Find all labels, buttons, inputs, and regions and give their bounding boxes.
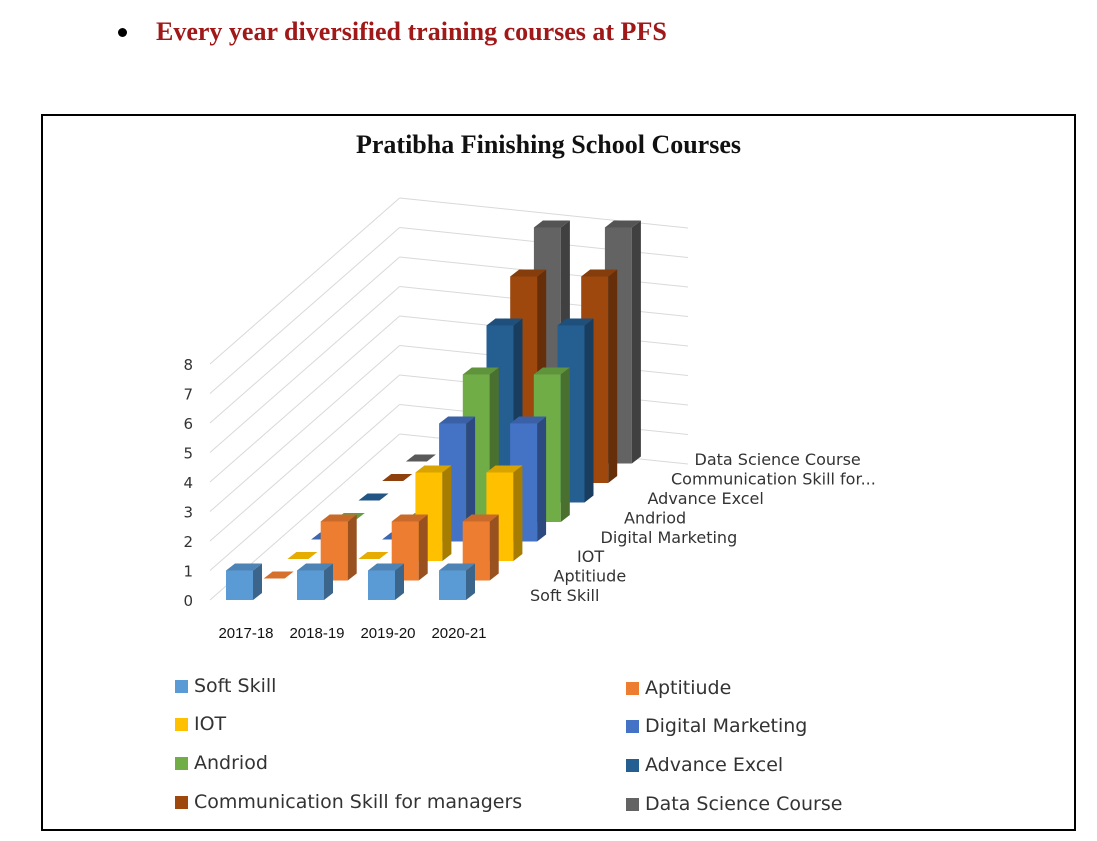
gridline-side xyxy=(209,345,400,512)
legend-swatch xyxy=(626,719,639,733)
legend-item: Soft Skill xyxy=(175,674,276,698)
bar-soft-skill-2020-21 xyxy=(439,563,475,600)
legend-label: Data Science Course xyxy=(645,793,843,815)
y-tick-label: 3 xyxy=(183,504,193,522)
bar-iot-2018-19 xyxy=(358,552,389,559)
bullet-dot xyxy=(118,27,127,37)
bar-advance-excel-2017-18 xyxy=(358,493,389,501)
gridline-side xyxy=(209,256,400,424)
bullet-heading: Every year diversified training courses … xyxy=(156,17,667,46)
depth-label: Andriod xyxy=(624,508,686,527)
depth-label: Communication Skill for... xyxy=(671,470,876,489)
bar-iot-2017-18 xyxy=(287,552,318,559)
legend-swatch xyxy=(626,758,639,772)
x-tick-label: 2020-21 xyxy=(431,625,486,642)
legend-label: Advance Excel xyxy=(645,754,784,776)
bar-communication-skill-for-managers-2020-21 xyxy=(581,269,618,483)
y-tick-label: 5 xyxy=(183,445,193,463)
legend-swatch xyxy=(175,756,188,770)
legend-label: Digital Marketing xyxy=(645,715,808,737)
legend-label: Communication Skill for managers xyxy=(194,791,523,813)
gridline-side xyxy=(209,227,400,394)
bar-aptitiude-2017-18 xyxy=(263,571,294,579)
gridline-side xyxy=(209,404,400,571)
bullet-line: Every year diversified training courses … xyxy=(118,12,667,52)
y-tick-label: 8 xyxy=(183,356,193,374)
legend-item: IOT xyxy=(175,712,226,736)
legend-item: Digital Marketing xyxy=(626,714,807,738)
depth-label: Advance Excel xyxy=(648,489,764,508)
legend-label: Soft Skill xyxy=(194,675,277,697)
gridline-side xyxy=(209,315,400,483)
depth-label: Data Science Course xyxy=(695,450,861,469)
chart-title: Pratibha Finishing School Courses xyxy=(355,130,741,159)
legend-swatch xyxy=(175,679,188,693)
bar-communication-skill-for-managers-2017-18 xyxy=(382,474,413,481)
legend-item: Andriod xyxy=(175,751,268,775)
gridline-side xyxy=(209,374,400,542)
x-tick-label: 2018-19 xyxy=(289,625,344,642)
y-tick-label: 7 xyxy=(183,386,193,404)
legend-item: Aptitiude xyxy=(626,676,731,700)
gridline-side xyxy=(209,197,400,365)
bar-aptitiude-2018-19 xyxy=(320,514,357,581)
bar-aptitiude-2019-20 xyxy=(391,514,428,581)
y-tick-label: 4 xyxy=(183,474,193,492)
depth-label: IOT xyxy=(577,547,604,566)
legend-label: Andriod xyxy=(194,752,268,774)
depth-label: Soft Skill xyxy=(530,586,599,605)
y-tick-label: 0 xyxy=(183,592,193,610)
bar-aptitiude-2020-21 xyxy=(462,514,499,581)
depth-label: Aptitiude xyxy=(554,567,627,586)
legend-swatch xyxy=(175,717,188,731)
legend-item: Data Science Course xyxy=(626,792,842,816)
legend-swatch xyxy=(175,795,188,809)
x-tick-label: 2019-20 xyxy=(360,625,415,642)
legend-swatch xyxy=(626,681,639,695)
y-tick-label: 1 xyxy=(183,563,193,581)
gridline-side xyxy=(209,286,400,453)
legend-item: Communication Skill for managers xyxy=(175,790,522,814)
x-tick-label: 2017-18 xyxy=(218,625,273,642)
legend-item: Advance Excel xyxy=(626,753,783,777)
y-tick-label: 2 xyxy=(183,533,193,551)
bar-soft-skill-2018-19 xyxy=(297,563,333,600)
bar-data-science-course-2017-18 xyxy=(405,454,436,462)
bar-soft-skill-2017-18 xyxy=(226,563,262,600)
y-tick-label: 6 xyxy=(183,415,193,433)
legend-label: IOT xyxy=(194,713,227,735)
bar-soft-skill-2019-20 xyxy=(368,563,404,600)
legend-label: Aptitiude xyxy=(645,677,732,699)
depth-label: Digital Marketing xyxy=(601,528,738,547)
legend-swatch xyxy=(626,797,639,811)
